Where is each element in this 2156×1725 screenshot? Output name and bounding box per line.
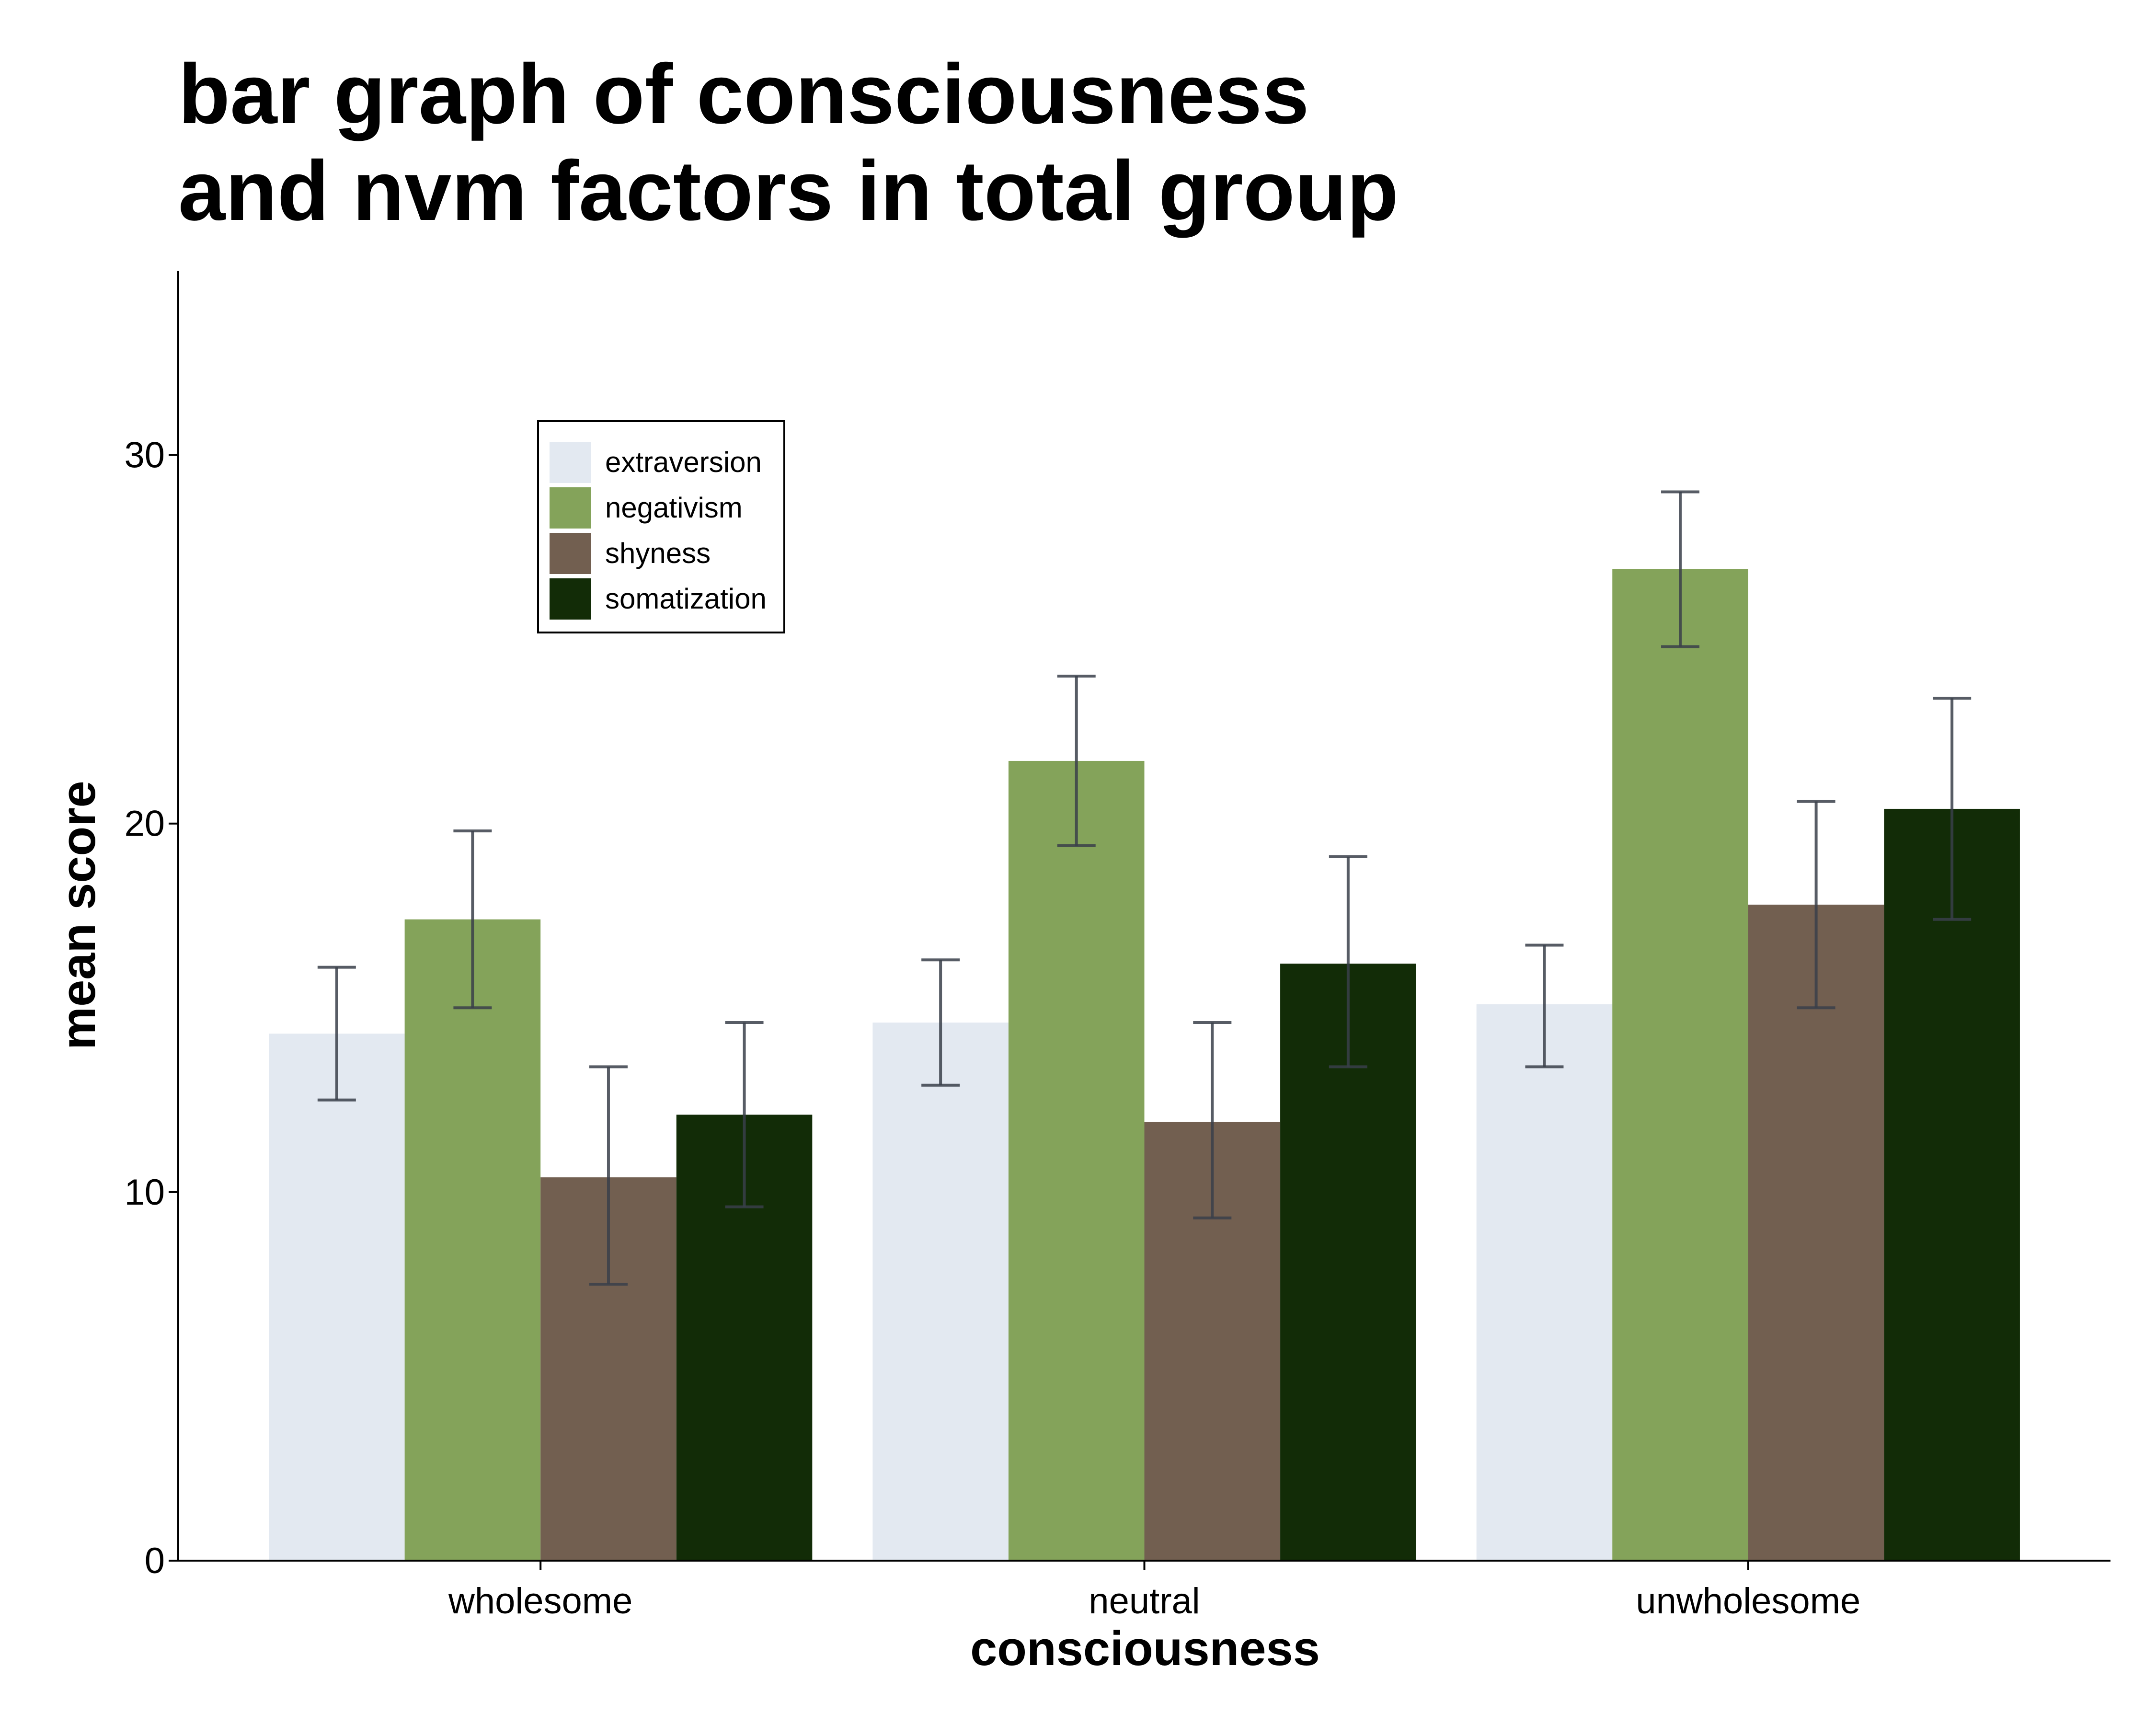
y-tick-label: 30: [124, 435, 165, 476]
y-tick-label: 0: [145, 1541, 165, 1581]
error-bar-extraversion-wholesome: [317, 966, 356, 1102]
error-bar-somatization-wholesome: [725, 1021, 764, 1208]
y-tick-label: 10: [124, 1172, 165, 1213]
y-axis-title: mean score: [52, 781, 105, 1049]
error-bar-shyness-unwholesome: [1797, 800, 1835, 1010]
legend-swatch-extraversion: [550, 442, 591, 483]
legend-label-shyness: shyness: [605, 537, 711, 569]
x-ticks: wholesome neutral unwholesome: [448, 1561, 1860, 1622]
legend-items: extraversion negativism shyness somatizatio…: [550, 442, 767, 620]
error-bar-shyness-neutral: [1193, 1021, 1232, 1219]
x-tick-label: unwholesome: [1636, 1581, 1860, 1622]
error-bar-somatization-neutral: [1329, 855, 1367, 1069]
chart-title-line-2: and nvm factors in total group: [178, 143, 1399, 238]
legend-swatch-negativism: [550, 487, 591, 529]
bar-negativism-neutral: [1008, 760, 1145, 1561]
x-tick-label: neutral: [1089, 1581, 1200, 1622]
chart-title-line-1: bar graph of consciousness: [178, 46, 1309, 141]
error-bar-extraversion-neutral: [921, 958, 960, 1087]
error-bar-negativism-neutral: [1057, 675, 1096, 847]
bars-layer: [269, 569, 2020, 1561]
y-tick-label: 20: [124, 804, 165, 844]
error-bar-negativism-unwholesome: [1661, 490, 1700, 648]
error-bar-extraversion-unwholesome: [1525, 943, 1564, 1069]
legend-label-extraversion: extraversion: [605, 446, 762, 478]
bar-somatization-unwholesome: [1884, 808, 2020, 1561]
x-axis-title: consciousness: [970, 1622, 1320, 1676]
legend-swatch-somatization: [550, 578, 591, 620]
bar-shyness-unwholesome: [1748, 904, 1884, 1561]
legend: extraversion negativism shyness somatizatio…: [537, 420, 785, 633]
error-bar-somatization-unwholesome: [1933, 697, 1972, 921]
chart-title: bar graph of consciousness and nvm facto…: [178, 46, 1399, 239]
bar-extraversion-wholesome: [269, 1034, 405, 1561]
bar-extraversion-unwholesome: [1476, 1004, 1613, 1561]
legend-swatch-shyness: [550, 533, 591, 574]
y-ticks: 0 10 20 30: [124, 435, 178, 1581]
bar-negativism-wholesome: [404, 919, 541, 1561]
bar-extraversion-neutral: [872, 1023, 1009, 1561]
bar-negativism-unwholesome: [1612, 569, 1748, 1561]
error-bars-layer: [317, 490, 1972, 1286]
legend-label-negativism: negativism: [605, 492, 743, 524]
x-tick-label: wholesome: [448, 1581, 632, 1622]
error-bar-shyness-wholesome: [589, 1065, 628, 1286]
legend-label-somatization: somatization: [605, 583, 767, 615]
error-bar-negativism-wholesome: [453, 829, 492, 1010]
